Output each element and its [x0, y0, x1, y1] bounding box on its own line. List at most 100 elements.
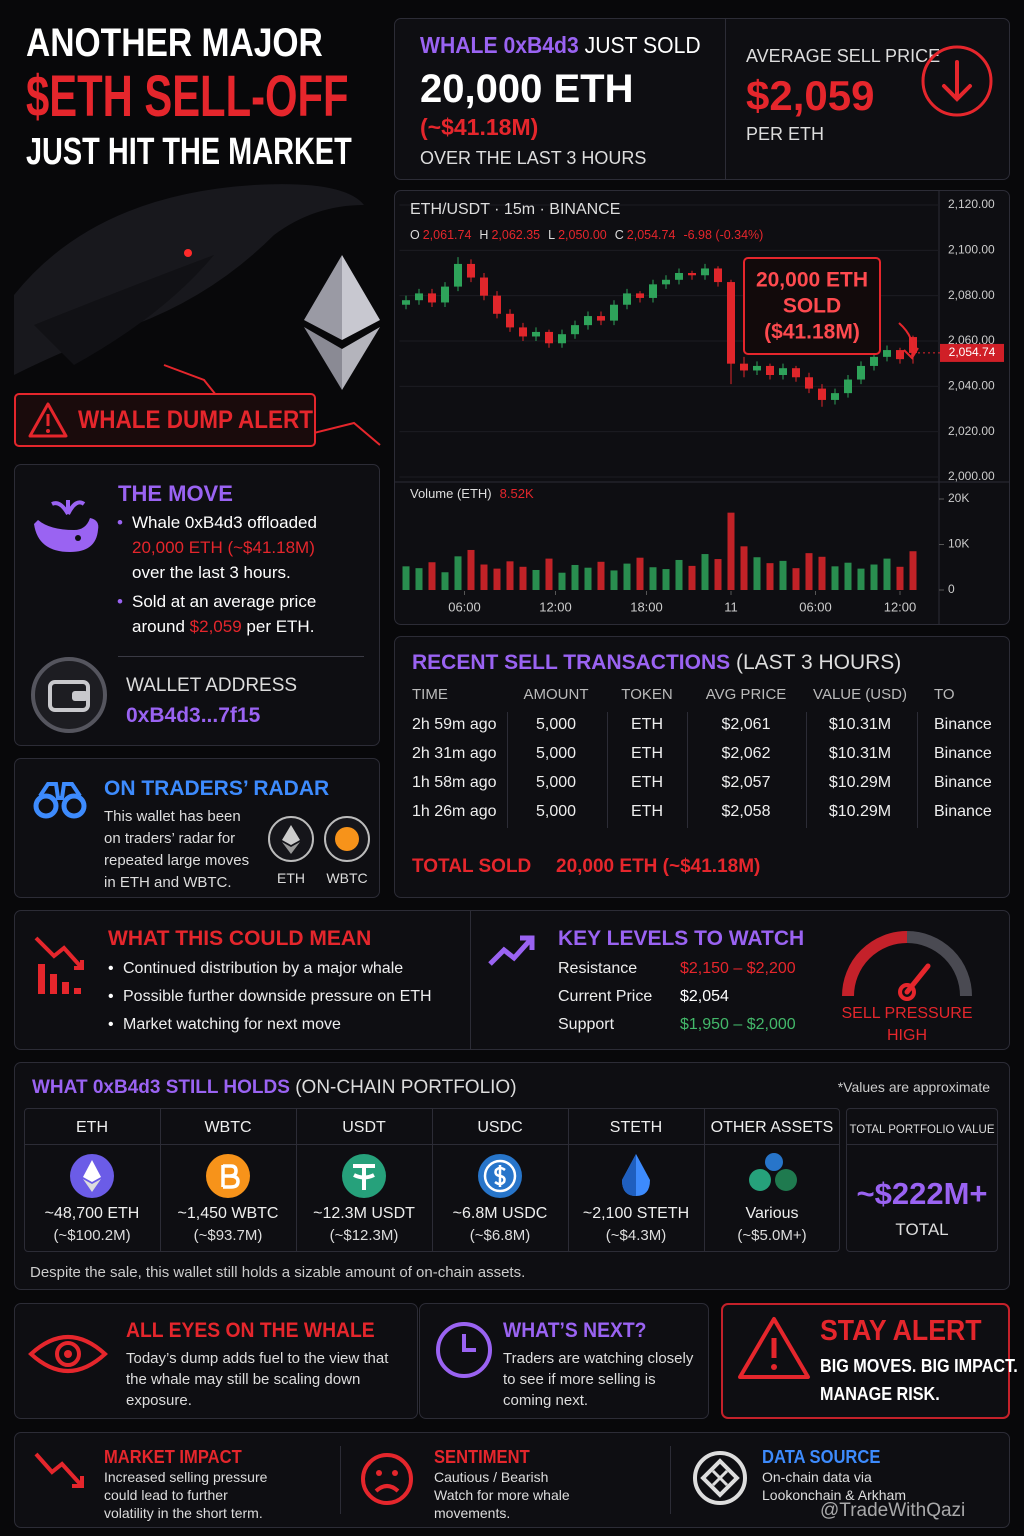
- footer-text: movements.: [434, 1505, 511, 1521]
- table-cell: Binance: [934, 774, 992, 791]
- table-cell: 5,000: [535, 774, 577, 791]
- subtitle: (ON-CHAIN PORTFOLIO): [295, 1077, 517, 1098]
- alert-box: [14, 393, 316, 447]
- bar: [50, 974, 57, 994]
- footer-text: On-chain data via: [762, 1469, 872, 1485]
- x-tick-label: 12:00: [539, 599, 572, 614]
- bar: [74, 988, 81, 994]
- volume-bar: [792, 568, 800, 590]
- text-line: in ETH and WBTC.: [104, 874, 232, 891]
- candle-body: [831, 393, 839, 400]
- asset-name: OTHER ASSETS: [710, 1119, 834, 1136]
- iris: [55, 1341, 81, 1367]
- card-text: Traders are watching closely: [503, 1350, 694, 1367]
- volume-bar: [896, 566, 904, 590]
- sale-period: OVER THE LAST 3 HOURS: [420, 148, 647, 168]
- candle-body: [870, 356, 878, 366]
- glyph: [353, 1164, 375, 1190]
- lens: [61, 793, 87, 819]
- volume-bar: [766, 563, 774, 590]
- section-title: THE MOVE: [118, 481, 233, 506]
- table-cell: ETH: [631, 716, 663, 733]
- bullet: •: [117, 513, 123, 532]
- volume-title: Volume (ETH) 8.52K: [410, 486, 534, 501]
- mouth: [374, 1484, 400, 1493]
- total-box: [846, 1108, 998, 1252]
- candle-body: [428, 293, 436, 303]
- headline: JUST HIT THE MARKET: [26, 131, 352, 173]
- candle-body: [766, 365, 774, 375]
- card-text: coming next.: [503, 1392, 589, 1409]
- hub: [898, 983, 916, 1001]
- whale-icon: [34, 500, 99, 552]
- glyph: [83, 1179, 101, 1192]
- candle-body: [493, 295, 501, 314]
- coin: [765, 1153, 783, 1171]
- section-title: KEY LEVELS TO WATCH: [558, 927, 805, 950]
- candle-body: [675, 273, 683, 280]
- price: $2,059: [189, 617, 242, 636]
- shade: [622, 1154, 636, 1196]
- title: RECENT SELL TRANSACTIONS: [412, 651, 731, 674]
- volume-bar: [623, 563, 631, 590]
- whale-name: WHALE 0xB4d3: [420, 32, 579, 58]
- y-tick-label: 20K: [948, 491, 969, 505]
- annotation: ($41.18M): [764, 321, 860, 344]
- panel: [394, 190, 1010, 625]
- asset-icon: [622, 1154, 650, 1196]
- table-cell: TOKEN: [621, 686, 673, 703]
- avg-label: AVERAGE SELL PRICE: [746, 46, 941, 66]
- btc-inner: [335, 827, 359, 851]
- avg-unit: PER ETH: [746, 124, 825, 144]
- dot: [771, 1364, 777, 1370]
- asset-amount: ~6.8M USDC: [452, 1205, 548, 1222]
- text: around: [132, 617, 185, 636]
- panel: [394, 636, 1010, 898]
- table-cell: TIME: [412, 686, 448, 703]
- table-cell: ETH: [631, 745, 663, 762]
- bullet-line: Possible further downside pressure on ET…: [123, 988, 432, 1005]
- triangle: [738, 1317, 810, 1379]
- token-label: WBTC: [326, 870, 368, 886]
- headline: ANOTHER MAJOR: [26, 21, 323, 65]
- eth-top: [304, 255, 342, 340]
- pupil: [64, 1350, 72, 1358]
- asset-amount: ~2,100 STETH: [582, 1205, 690, 1222]
- section-title: WHAT THIS COULD MEAN: [108, 927, 372, 950]
- candle-body: [740, 363, 748, 371]
- table-cell: 5,000: [535, 803, 577, 820]
- card-title: ALL EYES ON THE WHALE: [126, 1319, 375, 1342]
- ohlc-key: L: [548, 228, 555, 242]
- x-tick-label: 12:00: [884, 599, 917, 614]
- bridge: [38, 782, 82, 800]
- card-title: WHAT’S NEXT?: [503, 1319, 647, 1342]
- asset-amount: ~12.3M USDT: [313, 1205, 415, 1222]
- bang-dot: [46, 429, 50, 433]
- ring: [921, 45, 993, 117]
- table-cell: AMOUNT: [523, 686, 589, 703]
- arc-red: [842, 931, 908, 997]
- volume-bar: [558, 572, 566, 590]
- x-tick-label: 06:00: [799, 599, 832, 614]
- candle-body: [441, 286, 449, 303]
- text-line: repeated large moves: [104, 852, 250, 869]
- col-separator: [160, 1108, 161, 1252]
- candle-body: [857, 365, 865, 380]
- alert-text: WHALE DUMP ALERT: [78, 406, 313, 434]
- volume-bar: [844, 562, 852, 590]
- table-cell: 1h 26m ago: [412, 803, 497, 820]
- asset-icon: [70, 1154, 114, 1198]
- divider: [340, 1446, 341, 1514]
- candle-body: [584, 316, 592, 326]
- total-unit: TOTAL: [895, 1220, 949, 1239]
- warning-icon: [738, 1317, 810, 1379]
- asset-value: (~$4.3M): [605, 1227, 667, 1244]
- y-tick-label: 2,040.00: [948, 379, 995, 393]
- panel: [14, 758, 380, 898]
- candle-body: [623, 293, 631, 305]
- change: -6.98 (-0.34%): [683, 228, 763, 242]
- sale-title: WHALE 0xB4d3 JUST SOLD: [420, 32, 701, 58]
- candle-body: [480, 277, 488, 296]
- footer-text: could lead to further: [104, 1487, 228, 1503]
